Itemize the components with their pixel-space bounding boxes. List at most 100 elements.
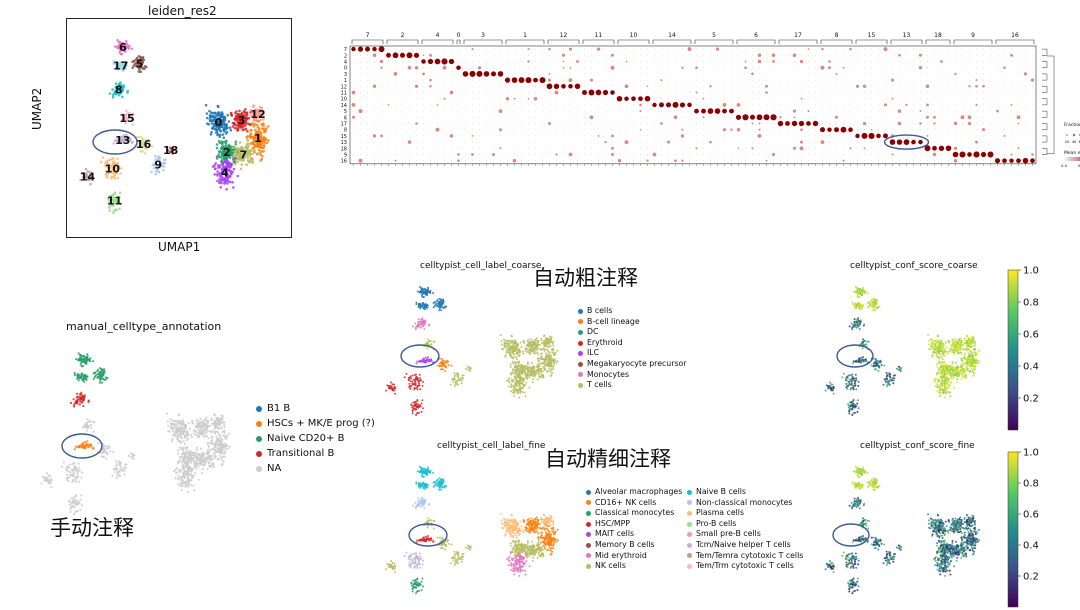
dot [927,98,928,100]
umap-point [106,451,109,454]
dot [785,121,790,126]
umap-point [245,114,248,118]
group-label: 15 [868,32,876,39]
umap-point [77,480,81,483]
dot [479,160,480,162]
dot [857,79,858,81]
dot [633,85,634,87]
umap-point [71,479,74,482]
dot [689,147,690,149]
umap-point [213,173,216,176]
dot [997,79,998,81]
umap-point [113,177,117,180]
umap-point [229,128,233,132]
dot [542,61,543,62]
dot [843,116,844,118]
dot [710,73,711,75]
umap-point [552,351,555,354]
dot [799,59,804,64]
umap-point [514,369,517,372]
dot [492,153,495,156]
dot [378,46,385,53]
dot [1032,110,1033,112]
dot [633,141,634,143]
dot [416,48,417,50]
dot [896,139,903,145]
umap-point [218,441,221,444]
dot [479,154,480,155]
umap-point [242,123,245,126]
umap-point [219,130,223,133]
dot [486,98,487,100]
umap-point [187,469,190,472]
row-label: 14 [341,103,347,109]
dot [871,79,872,81]
umap-point [507,340,510,342]
dot [696,61,697,62]
dot [548,78,551,82]
umap-point [549,365,552,368]
dot [969,48,970,50]
dot [479,92,480,93]
dot [661,154,662,155]
umap-point [505,339,508,342]
umap-point [241,151,245,154]
dot [976,61,977,62]
umap-point [211,126,214,129]
umap-point [176,422,179,426]
umap-point [191,468,194,471]
group-bracket [995,39,1035,44]
dot [983,61,984,62]
group-bracket [925,39,951,44]
dot [507,123,508,124]
dot [689,79,690,81]
umap-point [505,345,508,348]
cluster-label: 1 [254,132,262,145]
umap-point [217,422,220,425]
umap-point [508,349,511,352]
dot [815,85,816,87]
dot [360,54,361,56]
umap-point [112,142,116,145]
umap-point [150,170,153,174]
dot [640,141,641,143]
dot [787,160,788,162]
umap-point [72,475,75,478]
dot [521,135,522,137]
dot [514,92,515,93]
dot [878,92,879,93]
dot [472,110,473,112]
dot [465,147,466,149]
dot [864,48,865,50]
dot [549,154,550,155]
umap-point [73,371,76,375]
umap-point [183,473,186,476]
dot [905,103,908,107]
umap-point [100,381,103,384]
dot [668,54,669,56]
dot [990,79,991,81]
dot [353,141,354,143]
dot [402,154,403,155]
dot [415,122,418,125]
dot [843,104,844,106]
dot [598,160,599,162]
dot [353,98,354,100]
dot [402,110,403,112]
umap-point [256,126,260,129]
dot [535,61,536,62]
umap-point [196,457,199,461]
dot [983,79,984,81]
dot [899,67,900,69]
umap-point [121,137,124,140]
umap-point [190,435,193,439]
umap-point [216,104,220,108]
dot [444,85,445,87]
cluster-label: 4 [221,166,229,179]
umap-point [218,424,221,427]
umap-point [217,420,220,423]
dot [722,103,727,107]
dot [871,116,872,118]
dot [829,116,830,118]
umap-point [231,146,235,149]
